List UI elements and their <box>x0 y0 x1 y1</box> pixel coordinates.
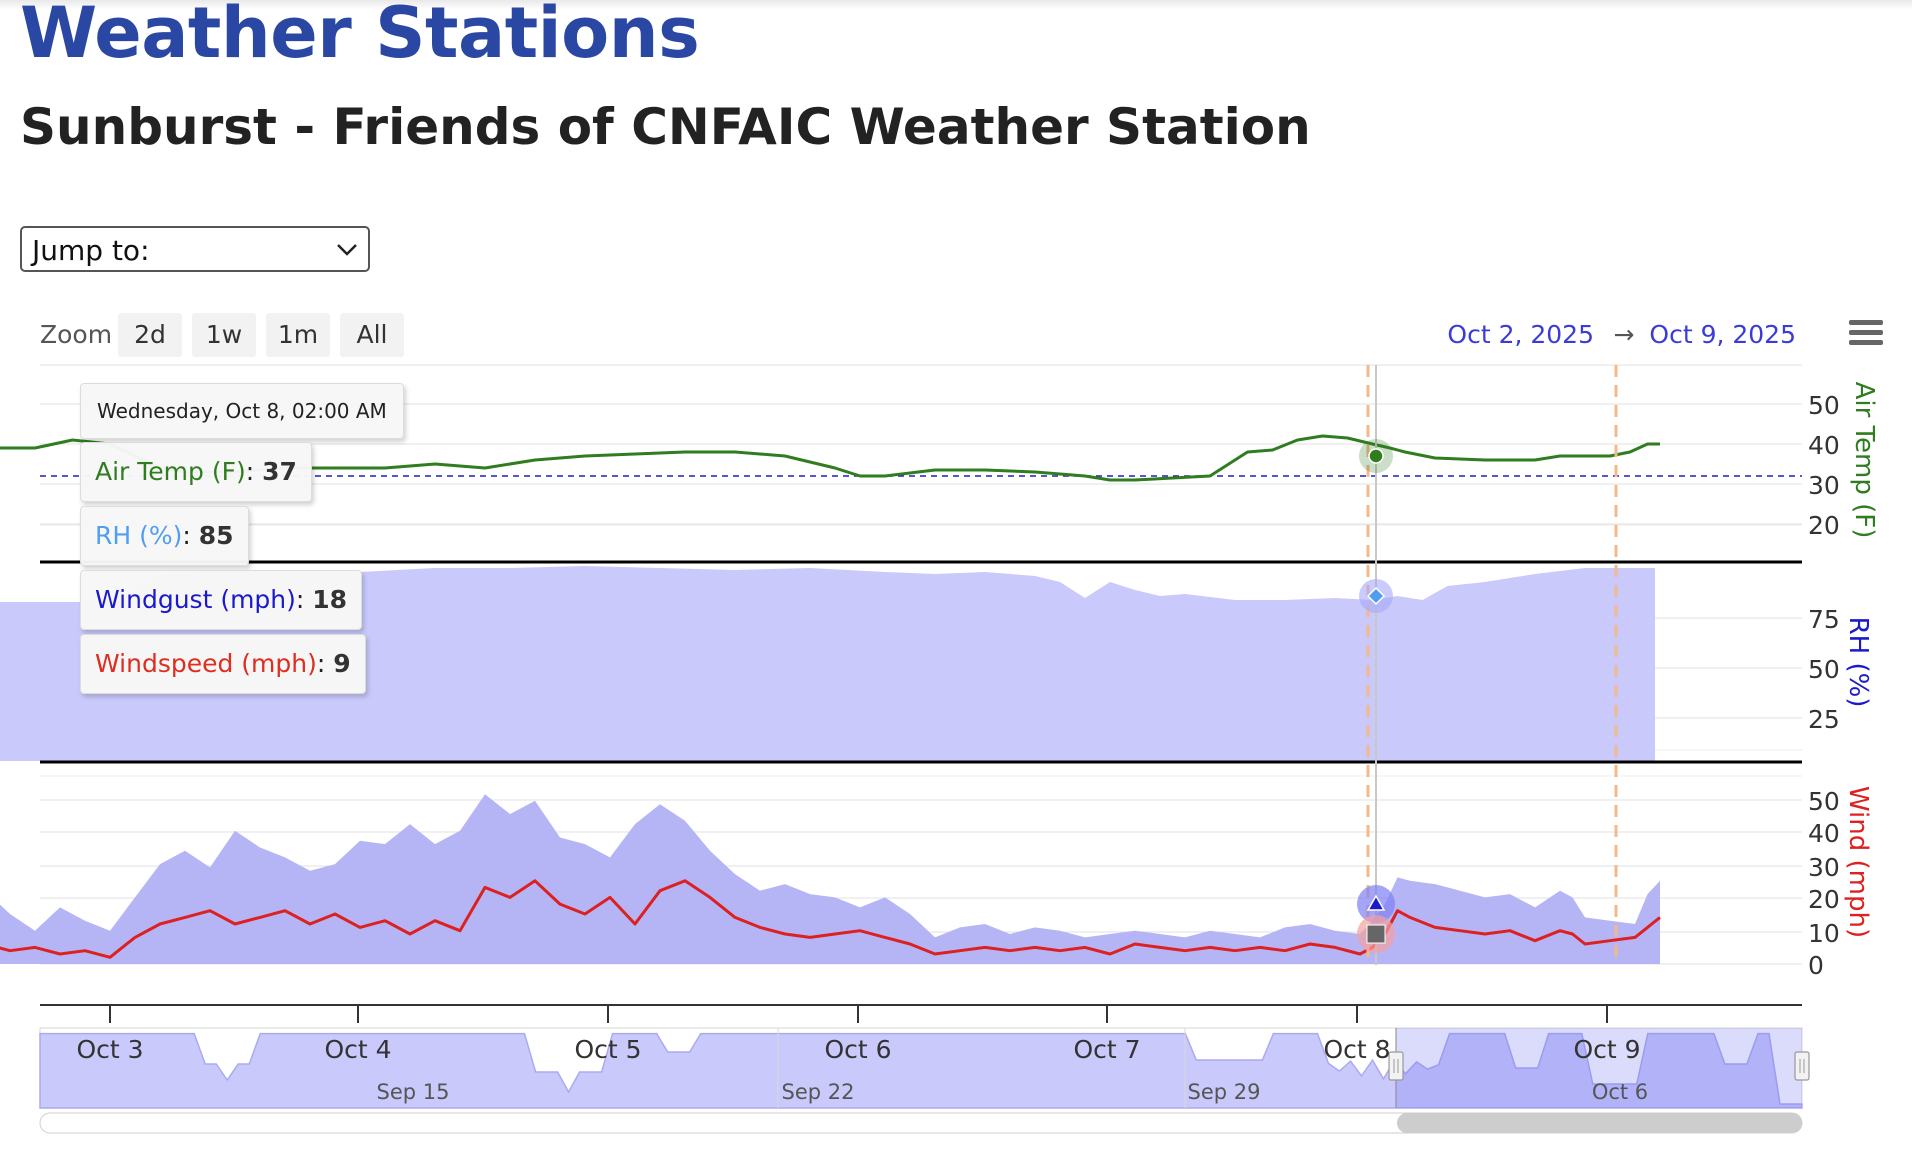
tooltip-header: Wednesday, Oct 8, 02:00 AM <box>80 383 404 439</box>
y-tick-label: 20 <box>1808 511 1840 540</box>
zoom-button-label: All <box>357 320 388 349</box>
chart-menu-button[interactable] <box>1846 316 1888 350</box>
zoom-label: Zoom <box>40 320 112 349</box>
plot-area: 50 40 30 20 75 50 25 50 40 30 20 10 0 Air Temp (F) RH … <box>0 364 1879 1134</box>
x-tick-label: Oct 3 <box>76 1035 143 1064</box>
zoom-button-1w[interactable]: 1w <box>192 313 256 357</box>
x-tick-label: Oct 9 <box>1573 1035 1640 1064</box>
tooltip-value: 85 <box>198 521 234 550</box>
tooltip-row-air-temp: Air Temp (F): 37 <box>80 442 312 502</box>
tooltip-label: Air Temp (F) <box>95 457 246 486</box>
x-tick-label: Oct 7 <box>1073 1035 1140 1064</box>
navigator-series <box>39 1032 1803 1109</box>
y-tick-label: 25 <box>1808 705 1840 734</box>
hamburger-icon <box>1849 320 1883 345</box>
tooltip-value: 9 <box>333 649 351 678</box>
zoom-button-label: 1w <box>206 320 242 349</box>
air-temp-point <box>1368 448 1384 464</box>
zoom-button-2d[interactable]: 2d <box>118 313 182 357</box>
y-tick-label: 40 <box>1808 431 1840 460</box>
zoom-button-label: 2d <box>134 320 166 349</box>
range-from-input[interactable]: Oct 2, 2025 <box>1447 320 1594 349</box>
navigator-handle-left[interactable] <box>1388 1051 1404 1081</box>
y-tick-label: 20 <box>1808 885 1840 914</box>
zoom-button-label: 1m <box>278 320 318 349</box>
y-tick-label: 50 <box>1808 787 1840 816</box>
tooltip-label: Windspeed (mph) <box>95 649 317 678</box>
page-title: Weather Stations <box>20 0 700 74</box>
y-axis-title: RH (%) <box>1843 617 1873 708</box>
x-tick-label: Oct 5 <box>574 1035 641 1064</box>
rh-area <box>0 566 1655 761</box>
zoom-button-1m[interactable]: 1m <box>266 313 330 357</box>
tooltip-row-rh: RH (%): 85 <box>80 506 249 566</box>
scrollbar-thumb[interactable] <box>1397 1113 1802 1133</box>
top-shadow <box>0 0 1912 10</box>
x-tick-label: Oct 6 <box>824 1035 891 1064</box>
navigator-tick-label: Sep 29 <box>1188 1080 1261 1104</box>
y-tick-label: 50 <box>1808 391 1840 420</box>
rh-point <box>1366 586 1386 606</box>
range-arrow: → <box>1614 320 1635 349</box>
y-tick-label: 0 <box>1808 951 1824 980</box>
windgust-point <box>1366 894 1386 911</box>
windspeed-line <box>0 879 1661 959</box>
tooltip-row-windgust: Windgust (mph): 18 <box>80 570 363 630</box>
navigator-selected-range <box>1396 1028 1802 1108</box>
tooltip-label: Windgust (mph) <box>95 585 296 614</box>
weather-chart: Zoom 2d 1w 1m All Oct 2, 2025 → Oct 9, 2… <box>0 313 1888 1134</box>
navigator-tick-label: Sep 15 <box>377 1080 450 1104</box>
tooltip-label: RH (%) <box>95 521 183 550</box>
range-to-input[interactable]: Oct 9, 2025 <box>1649 320 1796 349</box>
y-axis-title: Wind (mph) <box>1843 786 1873 938</box>
y-tick-label: 30 <box>1808 853 1840 882</box>
jump-to-label: Jump to: <box>32 234 150 267</box>
station-title: Sunburst - Friends of CNFAIC Weather Sta… <box>20 98 1311 156</box>
y-tick-label: 10 <box>1808 919 1840 948</box>
navigator-tick-label: Sep 22 <box>782 1080 855 1104</box>
navigator-handle-right[interactable] <box>1794 1051 1810 1081</box>
jump-to-select[interactable]: Jump to: <box>20 226 370 272</box>
chevron-down-icon <box>337 244 357 256</box>
y-tick-label: 40 <box>1808 819 1840 848</box>
y-tick-label: 50 <box>1808 655 1840 684</box>
y-tick-label: 75 <box>1808 605 1840 634</box>
tooltip-value: 37 <box>262 457 297 486</box>
x-tick-label: Oct 8 <box>1323 1035 1390 1064</box>
windspeed-point <box>1366 924 1386 944</box>
x-tick-label: Oct 4 <box>324 1035 391 1064</box>
zoom-button-all[interactable]: All <box>340 313 404 357</box>
windgust-area <box>0 794 1660 964</box>
tooltip-row-windspeed: Windspeed (mph): 9 <box>80 634 366 694</box>
y-tick-label: 30 <box>1808 471 1840 500</box>
navigator-tick-label: Oct 6 <box>1592 1080 1648 1104</box>
tooltip-value: 18 <box>312 585 348 614</box>
y-axis-title: Air Temp (F) <box>1849 382 1879 539</box>
